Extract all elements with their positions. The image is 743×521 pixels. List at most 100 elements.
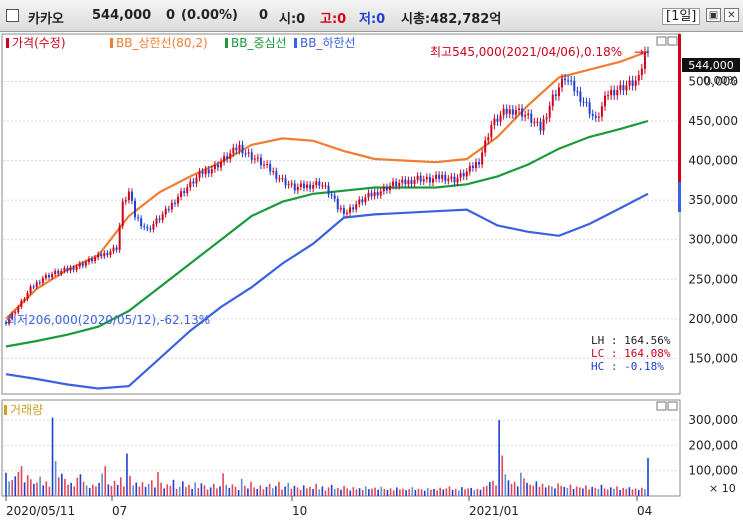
volume-bar <box>5 472 7 496</box>
volume-bar <box>426 488 429 496</box>
candle-body <box>201 171 204 174</box>
volume-bar <box>197 487 200 496</box>
volume-tick-label: 100,000 <box>688 464 738 478</box>
volume-bar <box>203 485 206 496</box>
maximize-button[interactable]: ▣ <box>706 8 721 22</box>
volume-bar <box>206 489 209 496</box>
price-tick-label: 400,000 <box>688 154 738 168</box>
volume-bar <box>281 489 283 496</box>
volume-bar <box>98 482 100 496</box>
candle-body <box>137 217 140 219</box>
close-button[interactable]: ✕ <box>724 8 739 22</box>
price-tick-label: 350,000 <box>688 193 738 207</box>
candle-body <box>388 185 391 191</box>
volume-bar <box>337 487 339 496</box>
candle-body <box>468 165 471 172</box>
x-tick-label: 10 <box>292 504 307 518</box>
volume-legend-label: 거래량 <box>10 403 43 417</box>
volume-bar <box>439 487 442 496</box>
volume-bar <box>414 489 417 496</box>
volume-bar <box>119 477 122 496</box>
candle-body <box>177 196 180 204</box>
current-pct-tag: 0.00% <box>703 74 738 87</box>
high-arrow-icon: → <box>634 45 644 59</box>
candle-body <box>493 118 496 125</box>
candle-body <box>496 118 499 122</box>
volume-bar <box>23 482 26 496</box>
candle-body <box>594 115 597 118</box>
candle-body <box>130 191 133 201</box>
candle-body <box>278 178 281 180</box>
volume-bar <box>64 478 66 496</box>
volume-bar <box>513 481 516 496</box>
price-panel-buttons[interactable] <box>656 36 678 46</box>
volume-panel-buttons[interactable] <box>656 401 678 411</box>
panel-maximize-icon[interactable] <box>656 36 667 46</box>
candle-body <box>250 152 253 160</box>
volume-bar <box>160 482 162 496</box>
volume-bar <box>405 490 407 496</box>
candle-body <box>557 87 560 97</box>
volume-bar <box>529 484 531 496</box>
volume-bar <box>163 488 165 496</box>
volume-bar <box>544 487 547 496</box>
volume-bar <box>209 487 212 496</box>
candle-body <box>106 252 109 256</box>
select-checkbox[interactable] <box>6 9 19 22</box>
candle-body <box>5 322 7 324</box>
candle-body <box>444 174 447 181</box>
candle-body <box>560 78 563 88</box>
volume-bar <box>26 475 29 496</box>
candle-body <box>539 121 542 131</box>
volume-bar <box>306 488 308 496</box>
candle-body <box>625 85 628 91</box>
candle-body <box>44 275 47 279</box>
volume-bar <box>355 489 358 496</box>
candle-body <box>164 208 167 215</box>
volume-bar <box>340 489 342 496</box>
candle-body <box>548 106 551 118</box>
volume-bar <box>575 486 578 496</box>
candle-body <box>299 183 302 187</box>
chart-area: 가격(수정) BB_상한선(80,2) BB_중심선 BB_하한선 최고545,000… <box>0 32 743 521</box>
volume-tick-label: 200,000 <box>688 438 738 452</box>
volume-bar <box>467 488 469 496</box>
low-annotation: 최저206,000(2020/05/12),-62.13% <box>6 313 210 327</box>
candle-body <box>192 181 195 184</box>
vol-panel-maximize-icon[interactable] <box>656 401 667 411</box>
candle-body <box>158 218 161 220</box>
candle-body <box>312 185 315 189</box>
candle-body <box>20 300 23 307</box>
volume-bar <box>194 482 196 496</box>
candle-body <box>422 179 425 182</box>
candle-body <box>376 192 379 196</box>
candle-body <box>379 191 382 196</box>
volume-bar <box>48 486 51 496</box>
candle-body <box>69 267 72 271</box>
volume-bar <box>383 488 386 496</box>
volume-bar <box>594 487 597 496</box>
vol-panel-close-icon[interactable] <box>667 401 678 411</box>
period-selector[interactable]: [1일] <box>662 8 701 25</box>
candle-body <box>355 204 358 210</box>
candle-body <box>401 179 404 183</box>
candle-body <box>26 292 29 300</box>
volume-bar <box>346 488 348 496</box>
candle-body <box>481 152 484 165</box>
panel-close-icon[interactable] <box>667 36 678 46</box>
candle-body <box>198 171 201 178</box>
volume-bar <box>476 488 479 496</box>
candle-body <box>333 195 336 199</box>
price-tick-label: 450,000 <box>688 114 738 128</box>
volume-bar <box>436 490 438 496</box>
candle-body <box>533 122 536 124</box>
volume-bar <box>538 486 541 496</box>
candle-body <box>330 194 333 196</box>
volume-bar <box>380 486 383 496</box>
candle-body <box>382 187 385 192</box>
volume-bar <box>616 486 618 496</box>
x-tick-label: 2021/01 <box>469 504 519 518</box>
candle-body <box>634 80 637 86</box>
candle-body <box>545 117 548 120</box>
legend-swatch <box>225 38 228 48</box>
